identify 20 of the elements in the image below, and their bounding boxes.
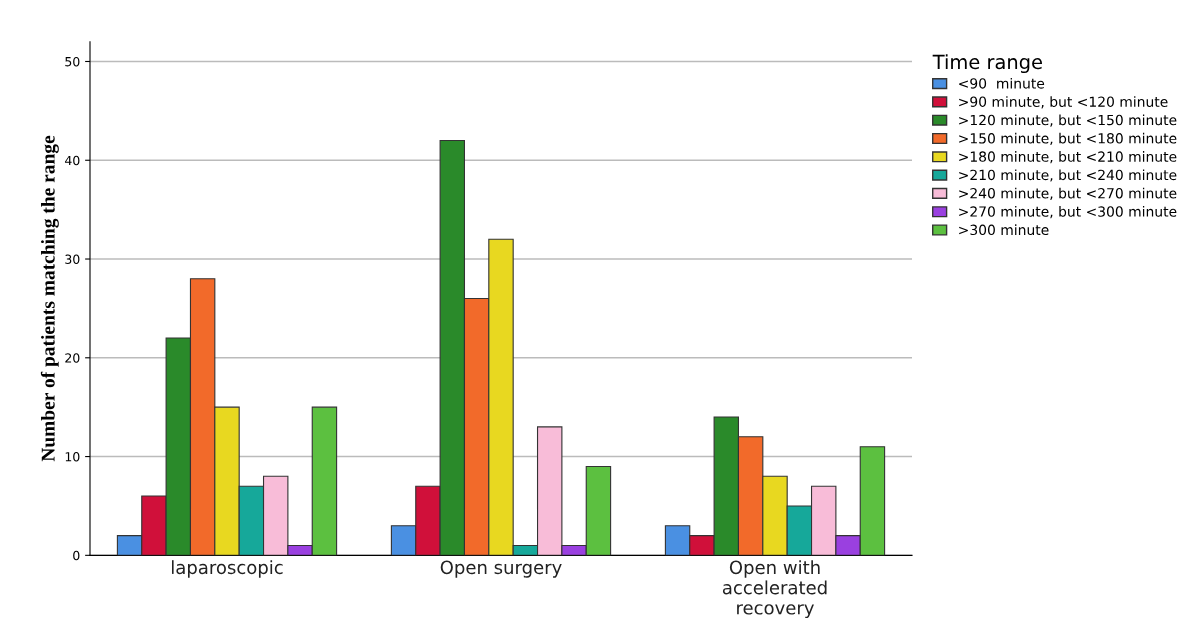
legend-label: <90 minute: [959, 77, 1045, 89]
x-tick-label: laparoscopic: [171, 560, 283, 578]
legend-title: Time range: [932, 54, 1042, 74]
legend-label: >300 minute: [959, 224, 1049, 236]
y-tick-label: 30: [65, 254, 80, 264]
y-tick-label: 40: [64, 155, 80, 166]
legend-label: >240 minute, but <270 minute: [959, 187, 1177, 200]
legend-label: >150 minute, but <180 minute: [959, 132, 1177, 145]
legend-label: >90 minute, but <120 minute: [959, 96, 1168, 109]
y-tick-label: 10: [65, 452, 80, 462]
legend-label: >180 minute, but <210 minute: [959, 151, 1177, 164]
x-tick-label: Open surgery: [440, 560, 562, 578]
y-tick-label: 20: [65, 353, 80, 363]
y-tick-label: 50: [65, 56, 80, 67]
x-tick-label: Open with accelerated recovery: [722, 560, 827, 619]
legend-label: >120 minute, but <150 minute: [959, 114, 1177, 127]
legend-label: >270 minute, but <300 minute: [959, 206, 1177, 219]
y-tick-label: 0: [73, 550, 80, 561]
y-axis-title: Number of patients matching the range: [40, 135, 59, 462]
legend-label: >210 minute, but <240 minute: [959, 169, 1177, 182]
